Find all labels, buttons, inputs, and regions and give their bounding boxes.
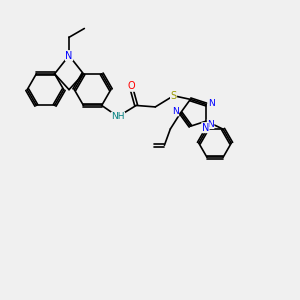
Text: N: N	[172, 107, 179, 116]
Text: O: O	[127, 81, 135, 91]
Text: N: N	[208, 98, 215, 107]
Text: N: N	[207, 120, 214, 129]
Text: N: N	[202, 123, 209, 133]
Text: NH: NH	[111, 112, 125, 121]
Text: N: N	[65, 51, 73, 61]
Text: S: S	[170, 91, 177, 101]
